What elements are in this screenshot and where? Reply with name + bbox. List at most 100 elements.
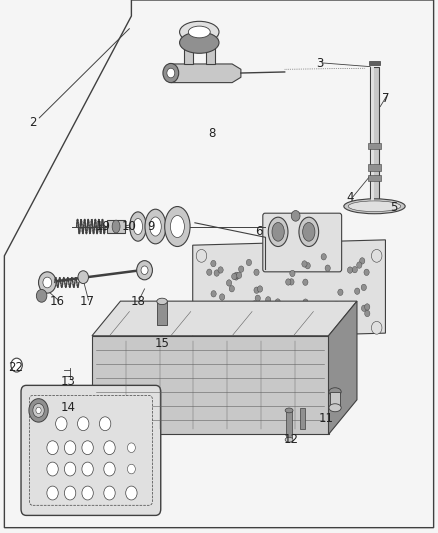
Text: 8: 8 xyxy=(209,127,216,140)
Circle shape xyxy=(78,271,88,284)
Circle shape xyxy=(218,267,223,273)
Text: 15: 15 xyxy=(155,337,170,350)
Circle shape xyxy=(279,302,284,309)
Circle shape xyxy=(254,287,259,293)
Bar xyxy=(370,67,379,203)
Ellipse shape xyxy=(344,199,405,214)
Circle shape xyxy=(342,324,347,330)
Circle shape xyxy=(360,257,365,264)
Circle shape xyxy=(325,265,330,271)
Polygon shape xyxy=(328,301,357,434)
Circle shape xyxy=(167,68,175,78)
Circle shape xyxy=(64,462,76,476)
Circle shape xyxy=(137,261,152,280)
Circle shape xyxy=(127,443,135,453)
Circle shape xyxy=(371,249,382,262)
Text: 5: 5 xyxy=(391,201,398,214)
Circle shape xyxy=(104,441,115,455)
Circle shape xyxy=(334,301,339,308)
Circle shape xyxy=(47,486,58,500)
Circle shape xyxy=(211,290,216,297)
Ellipse shape xyxy=(180,32,219,53)
Text: 18: 18 xyxy=(131,295,145,308)
Circle shape xyxy=(258,286,263,292)
Circle shape xyxy=(352,266,357,273)
Circle shape xyxy=(36,289,47,302)
Circle shape xyxy=(255,295,260,302)
Circle shape xyxy=(361,284,367,290)
Circle shape xyxy=(332,313,338,319)
Text: 12: 12 xyxy=(284,433,299,446)
Circle shape xyxy=(11,358,22,372)
Ellipse shape xyxy=(150,217,161,236)
Circle shape xyxy=(163,63,179,83)
Circle shape xyxy=(207,269,212,276)
Circle shape xyxy=(36,407,41,414)
Circle shape xyxy=(104,486,115,500)
Bar xyxy=(300,408,305,429)
Circle shape xyxy=(82,486,93,500)
Text: 6: 6 xyxy=(254,225,262,238)
Circle shape xyxy=(338,289,343,295)
Ellipse shape xyxy=(329,404,341,411)
Circle shape xyxy=(126,486,137,500)
FancyBboxPatch shape xyxy=(29,395,152,505)
Circle shape xyxy=(82,441,93,455)
Bar xyxy=(107,220,125,233)
Ellipse shape xyxy=(272,223,284,241)
Circle shape xyxy=(229,304,234,311)
Circle shape xyxy=(276,317,282,323)
Polygon shape xyxy=(171,64,241,83)
Polygon shape xyxy=(193,240,385,338)
Circle shape xyxy=(213,314,218,321)
Circle shape xyxy=(252,301,257,307)
Text: 14: 14 xyxy=(60,401,75,414)
Circle shape xyxy=(141,266,148,274)
Circle shape xyxy=(196,249,207,262)
Ellipse shape xyxy=(134,219,142,235)
Ellipse shape xyxy=(348,201,401,212)
Bar xyxy=(371,67,374,203)
Circle shape xyxy=(239,266,244,272)
Ellipse shape xyxy=(130,212,146,241)
Ellipse shape xyxy=(285,437,293,442)
Circle shape xyxy=(64,486,76,500)
Ellipse shape xyxy=(268,217,288,247)
Ellipse shape xyxy=(329,388,341,395)
Circle shape xyxy=(252,316,257,322)
Circle shape xyxy=(302,261,307,267)
Ellipse shape xyxy=(170,215,184,238)
Circle shape xyxy=(226,280,232,286)
Circle shape xyxy=(303,279,308,285)
Text: 17: 17 xyxy=(80,295,95,308)
Circle shape xyxy=(305,262,311,269)
Circle shape xyxy=(303,299,308,305)
Ellipse shape xyxy=(299,217,318,247)
Ellipse shape xyxy=(157,298,167,305)
Circle shape xyxy=(275,299,280,305)
Text: 4: 4 xyxy=(346,191,354,204)
Bar xyxy=(180,32,219,43)
Circle shape xyxy=(286,279,291,285)
Text: 9: 9 xyxy=(147,220,155,233)
Ellipse shape xyxy=(303,223,315,241)
Text: 10: 10 xyxy=(122,220,137,233)
Circle shape xyxy=(364,269,369,276)
Circle shape xyxy=(233,274,239,280)
Polygon shape xyxy=(92,336,328,434)
Circle shape xyxy=(43,277,52,288)
Circle shape xyxy=(82,462,93,476)
Circle shape xyxy=(39,272,56,293)
FancyBboxPatch shape xyxy=(263,213,342,272)
Circle shape xyxy=(47,441,58,455)
Circle shape xyxy=(304,316,310,322)
Circle shape xyxy=(365,310,370,317)
Circle shape xyxy=(237,272,242,279)
Circle shape xyxy=(209,302,214,309)
Bar xyxy=(368,143,381,149)
Circle shape xyxy=(364,304,370,310)
Circle shape xyxy=(317,323,322,329)
Circle shape xyxy=(236,311,241,318)
Ellipse shape xyxy=(165,207,190,247)
Circle shape xyxy=(64,441,76,455)
